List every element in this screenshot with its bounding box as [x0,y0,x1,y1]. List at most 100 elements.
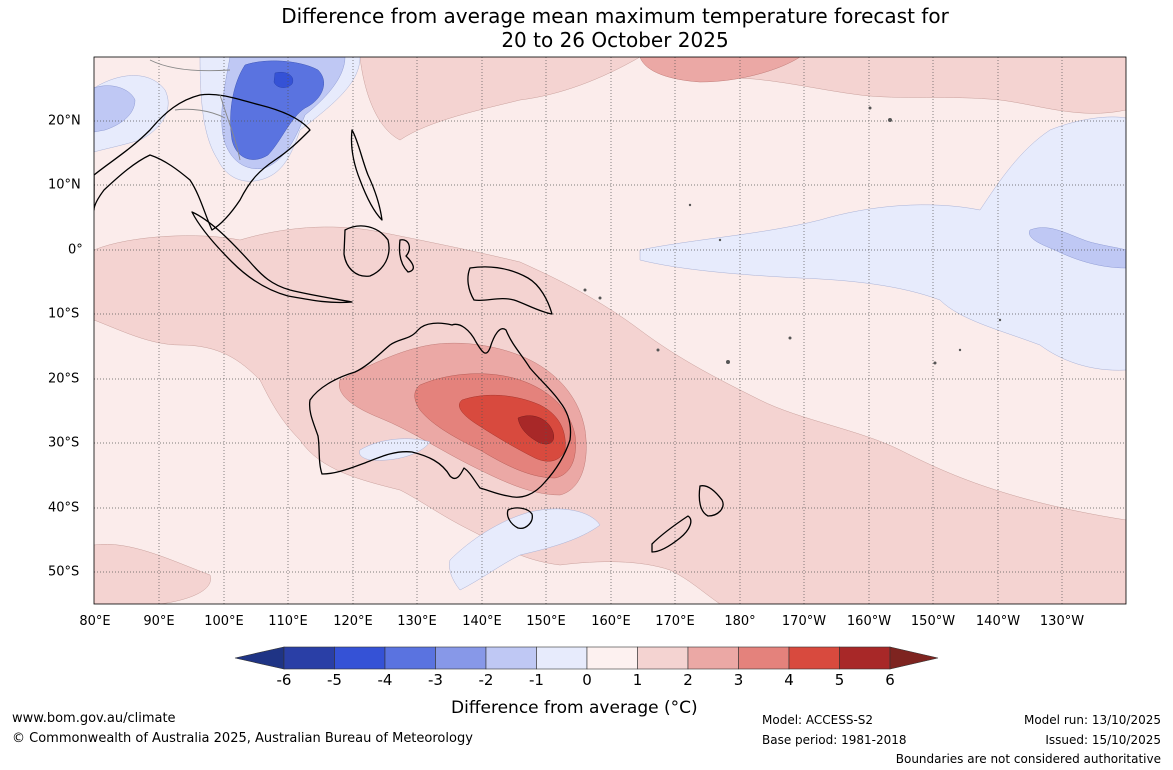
lon-label: 80°E [79,614,111,629]
chart-title: Difference from average mean maximum tem… [0,4,1173,52]
colorbar-title: Difference from average (°C) [451,698,698,718]
colorbar-cell [485,646,537,670]
colorbar-tick-label: 0 [582,671,592,689]
colorbar-cell [839,646,891,670]
lat-label: 40°S [48,500,80,516]
colorbar-cell [435,646,487,670]
map-frame [93,56,1127,605]
lat-label: 20°N [48,113,81,129]
nz-south-island-coastline [651,515,692,553]
mainland-asia-borders [149,59,241,161]
anomaly-region-warm-1 [94,226,1126,604]
colorbar-tick-label: -1 [529,671,544,689]
lat-label: 20°S [48,371,80,387]
pacific-island [998,318,1002,322]
anomaly-region-cool-6 [94,85,136,133]
model-name: Model: ACCESS-S2 [762,713,874,727]
anomaly-region-cool-3 [449,508,601,591]
lon-label: 150°W [910,614,956,629]
lon-label: 170°W [781,614,827,629]
colorbar-cell [687,646,739,670]
colorbar-cell [283,646,335,670]
lon-label: 120°E [333,614,373,629]
lat-label: 10°N [48,177,81,193]
lat-label: 10°S [48,306,80,322]
pacific-island [933,361,937,365]
colorbar-cell [536,646,588,670]
lon-label: 150°E [526,614,566,629]
model-run-date: Model run: 13/10/2025 [1023,713,1161,727]
lon-label: 140°E [462,614,502,629]
colorbar-tick-label: 1 [632,671,643,689]
nz-north-island-coastline [698,485,724,517]
pacific-island [958,348,962,352]
anomaly-region-cool-8 [1029,227,1126,269]
lat-label: 50°S [48,564,80,580]
lon-label: 90°E [143,614,175,629]
lon-label: 160°W [846,614,892,629]
base-period: Base period: 1981-2018 [762,733,907,747]
pacific-island [788,336,792,340]
website-link[interactable]: www.bom.gov.au/climate [12,711,176,726]
colorbar-tick-label: -5 [327,671,342,689]
borneo-coastline [343,225,390,277]
australia-coastline [308,322,572,498]
philippines-coastline [350,129,383,221]
copyright-text: © Commonwealth of Australia 2025, Austra… [12,731,473,746]
colorbar-cell [384,646,436,670]
lon-label: 160°E [591,614,631,629]
lon-label: 180° [724,614,756,629]
lon-label: 170°E [655,614,695,629]
colorbar-high-extend [889,646,939,670]
anomaly-region-warm-2 [359,57,641,141]
colorbar-tick-label: 2 [683,671,693,689]
lon-label: 130°W [1039,614,1085,629]
colorbar-cell [637,646,689,670]
issued-date: Issued: 15/10/2025 [1045,733,1161,747]
anomaly-region-cool-10 [273,72,294,88]
colorbar-tick-label: -3 [428,671,443,689]
colorbar-tick-label: 4 [784,671,794,689]
title-line-1: Difference from average mean maximum tem… [281,4,949,28]
colorbar-cell [738,646,790,670]
colorbar-cell [788,646,840,670]
lon-label: 130°E [397,614,437,629]
pacific-island [718,238,722,242]
sumatra-java-coastline [191,211,353,304]
lat-label: 30°S [48,435,80,451]
colorbar-tick-label: -4 [377,671,393,689]
colorbar-tick-label: 5 [834,671,845,689]
boundary-disclaimer: Boundaries are not considered authoritat… [895,752,1161,766]
pacific-island [868,106,872,110]
southeast-asia-coastline [94,93,311,231]
anomaly-region-warm-4 [94,544,211,604]
colorbar-tick-label: -2 [478,671,494,689]
title-line-2: 20 to 26 October 2025 [501,28,729,52]
colorbar-cell [586,646,638,670]
colorbar-low-extend [234,646,285,670]
colorbar-tick-label: -6 [276,671,292,689]
pacific-island [598,296,602,300]
tasmania-coastline [506,507,533,529]
anomaly-region-cool-2 [359,438,431,461]
pacific-island [656,348,660,352]
colorbar-tick-label: 6 [885,671,895,689]
colorbar-cell [334,646,386,670]
lat-label: 0° [68,242,83,258]
lon-label: 140°W [975,614,1021,629]
anomaly-region-cool-1 [639,116,1126,371]
new-guinea-coastline [467,266,553,315]
pacific-island [726,360,730,364]
pacific-island [688,203,692,207]
sulawesi-coastline [398,239,414,273]
anomaly-region-warm-9 [517,415,554,445]
pacific-island [583,288,587,292]
pacific-island [888,118,892,122]
anomaly-region-warm-8 [459,394,566,462]
anomaly-region-warm-5 [639,57,801,83]
lon-label: 100°E [204,614,244,629]
lon-label: 110°E [268,614,308,629]
colorbar-tick-label: 3 [733,671,744,689]
